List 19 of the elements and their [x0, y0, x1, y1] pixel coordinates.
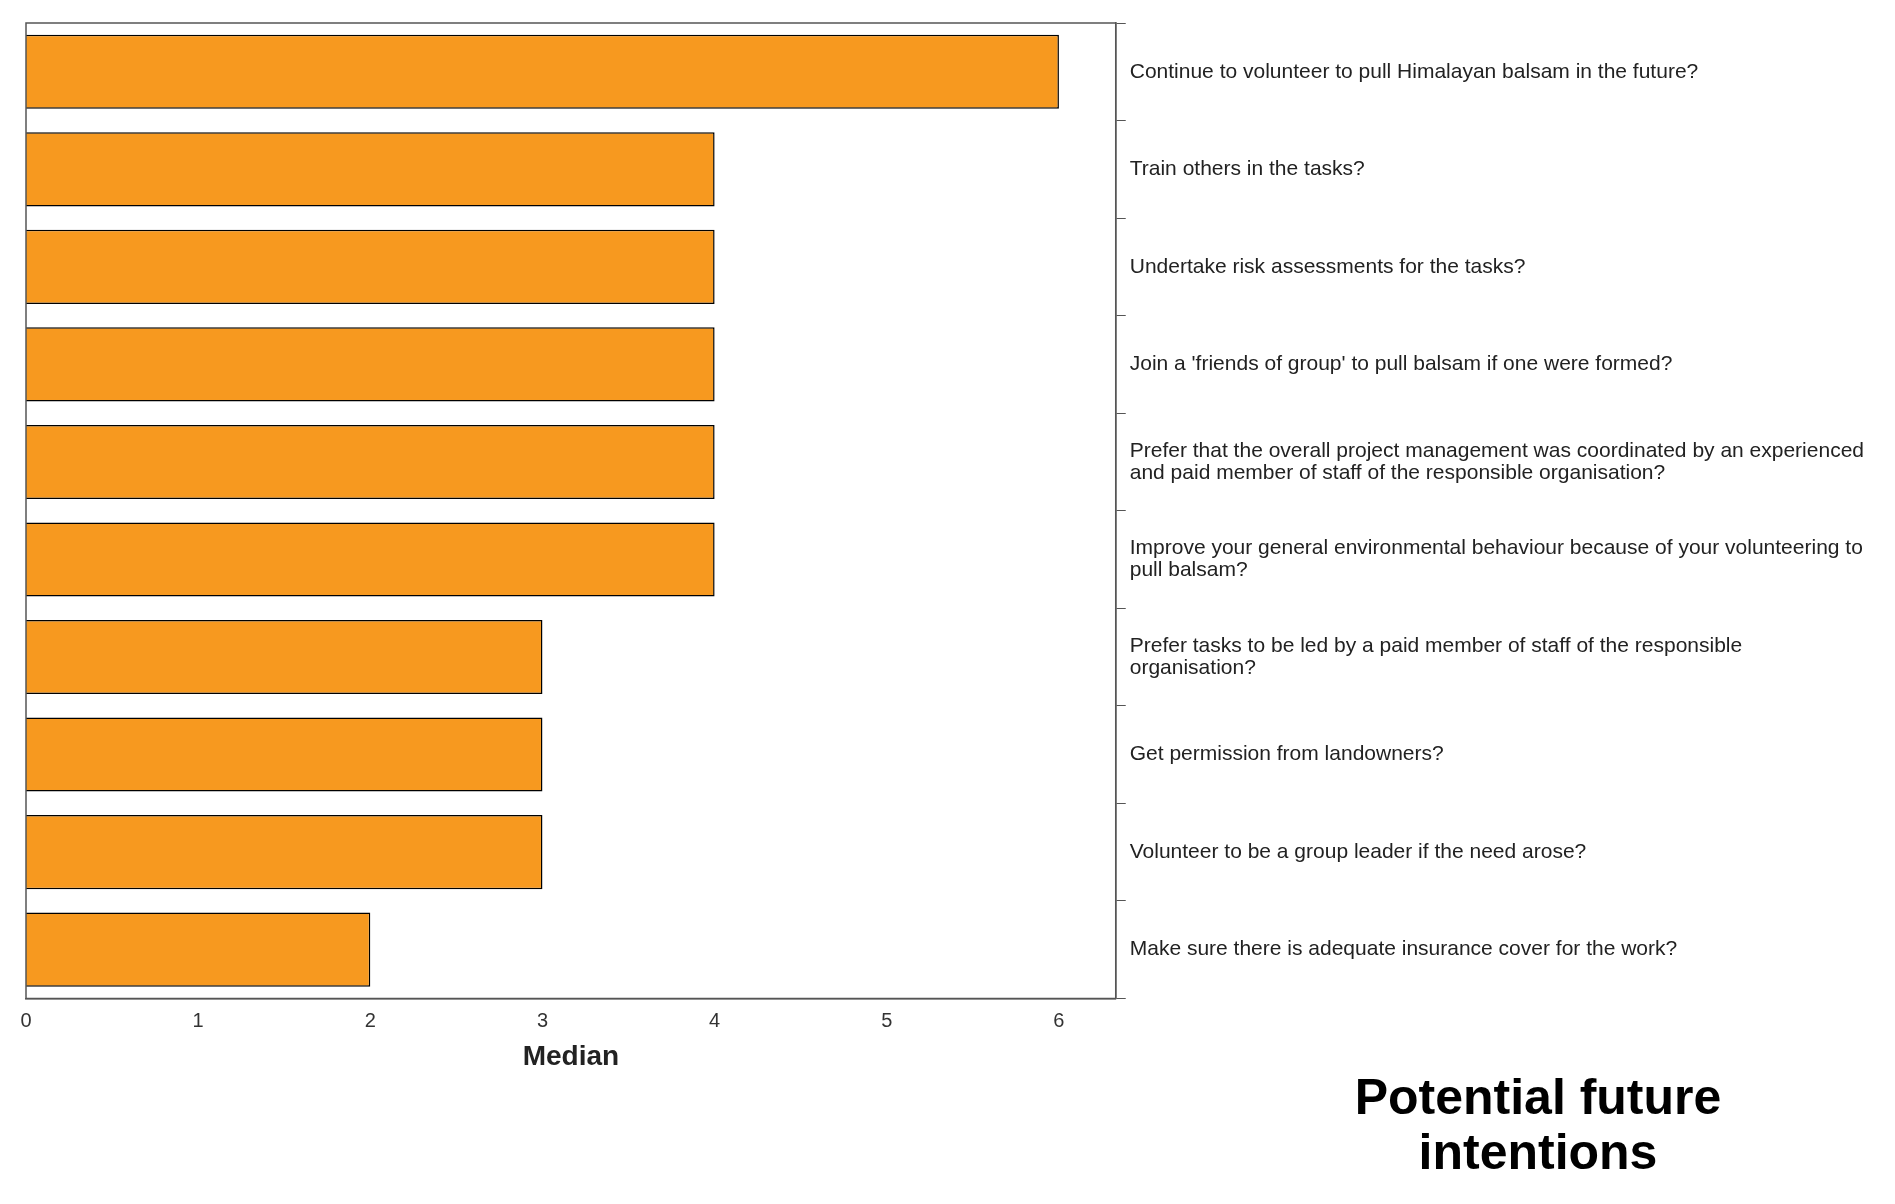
x-tick-label: 3: [536, 1008, 549, 1031]
x-tick-label: 1: [192, 1008, 204, 1031]
x-tick-label: 2: [364, 1008, 376, 1031]
x-tick-label: 0: [20, 1008, 32, 1031]
text: Potential future intentions: [1353, 1069, 1723, 1180]
y-tick-label: Continue to volunteer to pull Himalayan balsam in the future?: [1129, 58, 1699, 82]
y-tick-label: Make sure there is adequate insurance cover for the work?: [1129, 936, 1678, 960]
y-tick-label: Get permission from landowners?: [1129, 741, 1444, 765]
y-tick-label: Volunteer to be a group leader if the need arose?: [1129, 838, 1587, 862]
y-tick-label: Prefer tasks to be led by a paid member of staff of the responsible organisation?: [1129, 632, 1743, 678]
y-tick-label: Undertake risk assessments for the tasks?: [1129, 253, 1526, 277]
y-tick-label: Join a 'friends of group' to pull balsam if one were formed?: [1129, 351, 1673, 375]
x-tick-label: 5: [881, 1008, 893, 1031]
y-tick-label: Train others in the tasks?: [1129, 156, 1365, 180]
x-tick-label: 4: [709, 1008, 721, 1031]
y-tick-label: Prefer that the overall project management was coordinated by an experienced and paid member of staff of the responsible organisation?: [1129, 437, 1864, 483]
x-tick-label: 6: [1053, 1008, 1065, 1031]
x-axis-title: Median: [522, 1039, 620, 1071]
y-tick-label: Improve your general environmental behaviour because of your volunteering to pull balsam?: [1129, 535, 1863, 581]
